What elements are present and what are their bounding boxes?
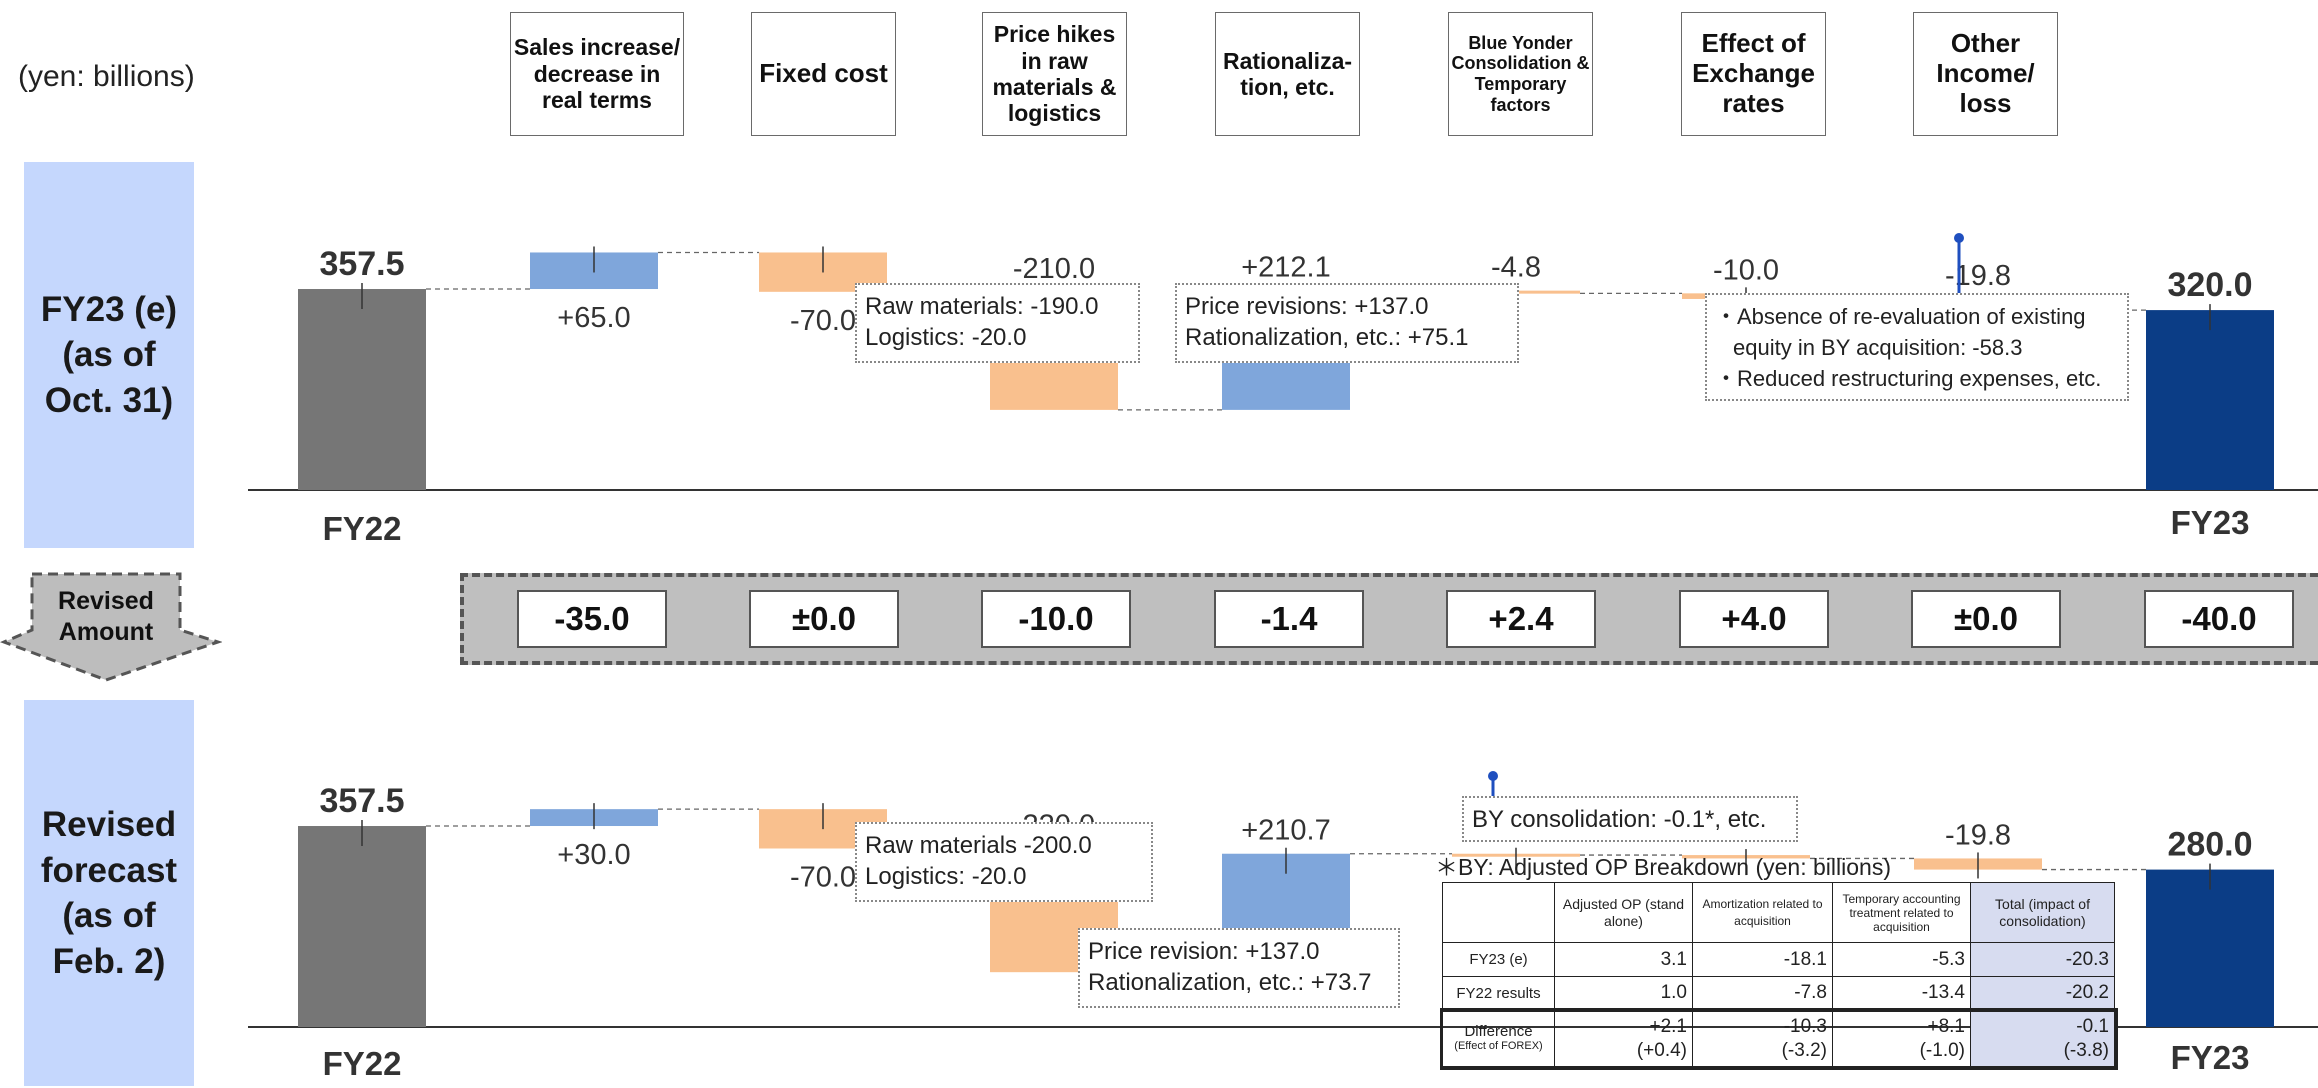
revised-price-hikes: -10.0 — [981, 590, 1131, 648]
data-label: 280.0 — [2167, 826, 2252, 864]
axis-label-start: FY22 — [323, 1045, 402, 1082]
table-row-difference: Difference (Effect of FOREX) +2.1 (+0.4) … — [1439, 1007, 2118, 1070]
revised-arrow-icon — [0, 572, 222, 682]
callout-line: Raw materials -200.0 — [865, 832, 1092, 859]
breakdown-col-header: Temporary accounting treatment related t… — [1832, 882, 1971, 943]
waterfall-bar — [2146, 310, 2274, 490]
callout-bottom-price-revision: Price revision: +137.0 Rationalization, … — [1078, 928, 1400, 1008]
callout-line: ・Reduced restructuring expenses, etc. — [1715, 366, 2102, 391]
callout-leader-dot — [1954, 233, 1964, 243]
row-label: FY23 (e) — [1442, 942, 1555, 977]
callout-top-other-income: ・Absence of re-evaluation of existing eq… — [1705, 293, 2129, 401]
side-label-top: FY23 (e) (as of Oct. 31) — [24, 162, 194, 548]
data-label: 357.5 — [319, 245, 404, 283]
revised-other-income: ±0.0 — [1911, 590, 2061, 648]
header-other-income: Other Income/ loss — [1913, 12, 2058, 136]
table-cell: -7.8 — [1692, 976, 1833, 1011]
row-label: FY22 results — [1442, 976, 1555, 1011]
table-cell: -5.3 — [1832, 942, 1971, 977]
table-row: FY23 (e) 3.1 -18.1 -5.3 -20.3 — [1442, 942, 2115, 977]
data-label: -70.0 — [790, 862, 856, 894]
callout-line: Price revisions: +137.0 — [1185, 293, 1429, 320]
header-exchange-rates: Effect of Exchange rates — [1681, 12, 1826, 136]
callout-line: ・Absence of re-evaluation of existing — [1715, 304, 2086, 329]
revised-fixed-cost: ±0.0 — [749, 590, 899, 648]
unit-label: (yen: billions) — [18, 60, 195, 93]
revised-amount-label: Revised Amount — [58, 587, 154, 646]
callout-line: Raw materials: -190.0 — [865, 293, 1099, 320]
breakdown-title: ＊BY: Adjusted OP Breakdown (yen: billion… — [1435, 854, 1891, 880]
revised-sales: -35.0 — [517, 590, 667, 648]
callout-line: Price revision: +137.0 — [1088, 938, 1320, 965]
revised-blue-yonder: +2.4 — [1446, 590, 1596, 648]
data-label: 357.5 — [319, 782, 404, 820]
table-cell: +2.1 (+0.4) — [1554, 1009, 1693, 1067]
waterfall-bar — [298, 826, 426, 1027]
axis-label-start: FY22 — [323, 510, 402, 547]
table-cell: 3.1 — [1554, 942, 1693, 977]
breakdown-header-row: Adjusted OP (stand alone) Amortization r… — [1442, 882, 2115, 943]
header-price-hikes: Price hikes in raw materials & logistics — [982, 12, 1127, 136]
diff-value: -0.1 — [2076, 1016, 2109, 1037]
diff-value: +8.1 — [1927, 1016, 1965, 1037]
header-rationalization: Rationaliza-tion, etc. — [1215, 12, 1360, 136]
table-cell: 1.0 — [1554, 976, 1693, 1011]
data-label: -70.0 — [790, 305, 856, 337]
data-label: -19.8 — [1945, 819, 2011, 851]
table-cell: -10.3 (-3.2) — [1692, 1009, 1833, 1067]
breakdown-corner — [1442, 882, 1555, 943]
breakdown-col-header: Adjusted OP (stand alone) — [1554, 882, 1693, 943]
diff-forex: (-1.0) — [1919, 1040, 1965, 1061]
callout-bottom-by-consolidation: BY consolidation: -0.1*, etc. — [1462, 796, 1798, 842]
breakdown-col-header: Total (impact of consolidation) — [1970, 882, 2115, 943]
table-cell: -13.4 — [1832, 976, 1971, 1011]
revised-exchange-rates: +4.0 — [1679, 590, 1829, 648]
diff-forex: (-3.8) — [2063, 1040, 2109, 1061]
callout-line: Logistics: -20.0 — [865, 863, 1027, 890]
data-label: -10.0 — [1713, 254, 1779, 286]
callout-line: Rationalization, etc.: +75.1 — [1185, 324, 1469, 351]
data-label: +65.0 — [557, 302, 630, 334]
data-label: +210.7 — [1241, 815, 1331, 847]
data-label: -4.8 — [1491, 252, 1541, 284]
waterfall-bar — [2146, 869, 2274, 1027]
table-cell: -20.2 — [1970, 976, 2115, 1011]
revised-rationalization: -1.4 — [1214, 590, 1364, 648]
data-label: +30.0 — [557, 839, 630, 871]
side-label-bottom: Revised forecast (as of Feb. 2) — [24, 700, 194, 1086]
diff-value: +2.1 — [1649, 1016, 1687, 1037]
revised-total: -40.0 — [2144, 590, 2294, 648]
table-cell: -0.1 (-3.8) — [1970, 1009, 2115, 1067]
callout-top-raw-materials: Raw materials: -190.0 Logistics: -20.0 — [855, 283, 1140, 363]
data-label: 320.0 — [2167, 266, 2252, 304]
data-label: +212.1 — [1241, 252, 1331, 284]
difference-sublabel: (Effect of FOREX) — [1454, 1040, 1543, 1052]
header-sales: Sales increase/ decrease in real terms — [510, 12, 684, 136]
callout-bottom-raw-materials: Raw materials -200.0 Logistics: -20.0 — [855, 822, 1153, 902]
data-label: -210.0 — [1013, 253, 1095, 285]
diff-forex: (+0.4) — [1636, 1040, 1687, 1061]
callout-line: equity in BY acquisition: -58.3 — [1733, 335, 2023, 360]
table-cell: -18.1 — [1692, 942, 1833, 977]
callout-line: Logistics: -20.0 — [865, 324, 1027, 351]
data-label: -19.8 — [1945, 260, 2011, 292]
axis-label-end: FY23 — [2171, 1039, 2250, 1076]
callout-top-price-revisions: Price revisions: +137.0 Rationalization,… — [1175, 283, 1519, 363]
breakdown-col-header: Amortization related to acquisition — [1692, 882, 1833, 943]
table-cell: +8.1 (-1.0) — [1832, 1009, 1971, 1067]
callout-leader-dot — [1488, 771, 1498, 781]
diff-forex: (-3.2) — [1781, 1040, 1827, 1061]
callout-line: Rationalization, etc.: +73.7 — [1088, 969, 1372, 996]
difference-label: Difference — [1464, 1023, 1533, 1040]
table-cell: -20.3 — [1970, 942, 2115, 977]
waterfall-bar — [298, 289, 426, 490]
diff-value: -10.3 — [1783, 1016, 1827, 1037]
row-label-difference: Difference (Effect of FOREX) — [1442, 1009, 1555, 1067]
header-fixed-cost: Fixed cost — [751, 12, 896, 136]
breakdown-table: Adjusted OP (stand alone) Amortization r… — [1439, 882, 2118, 1070]
axis-label-end: FY23 — [2171, 504, 2250, 541]
header-blue-yonder: Blue Yonder Consolidation & Temporary fa… — [1448, 12, 1593, 136]
table-row: FY22 results 1.0 -7.8 -13.4 -20.2 — [1442, 976, 2115, 1011]
